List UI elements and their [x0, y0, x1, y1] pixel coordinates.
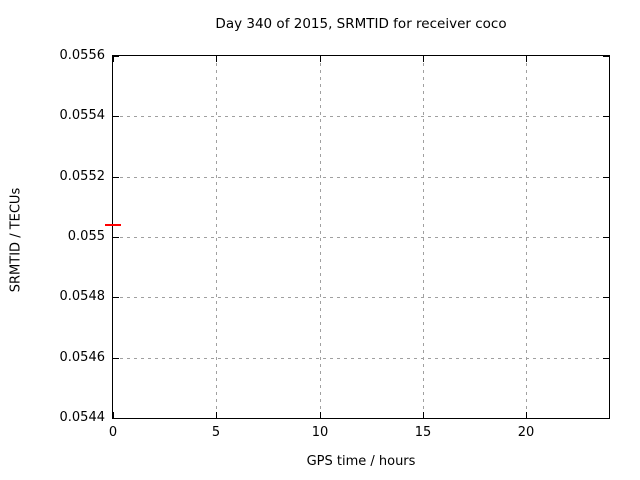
y-tick-label: 0.0552: [59, 169, 106, 184]
x-axis-tick-bottom: [320, 412, 321, 418]
data-point-marker: [105, 224, 121, 226]
y-axis-tick-right: [603, 418, 609, 419]
v-gridline: [423, 56, 424, 418]
h-gridline: [113, 237, 609, 238]
h-gridline: [113, 177, 609, 178]
y-axis-tick-right: [603, 358, 609, 359]
x-axis-label: GPS time / hours: [306, 454, 416, 469]
y-tick-label: 0.055: [67, 229, 105, 244]
x-axis-tick-bottom: [526, 412, 527, 418]
y-axis-tick-left: [113, 177, 119, 178]
y-axis-tick-right: [603, 297, 609, 298]
y-axis-tick-left: [113, 418, 119, 419]
y-axis-tick-left: [113, 297, 119, 298]
x-tick-label: 5: [211, 425, 221, 440]
x-axis-tick-top: [423, 56, 424, 62]
plot-border: [112, 55, 610, 419]
y-tick-label: 0.0554: [59, 108, 106, 123]
chart-title: Day 340 of 2015, SRMTID for receiver coc…: [215, 16, 507, 32]
x-axis-tick-bottom: [216, 412, 217, 418]
y-axis-tick-left: [113, 237, 119, 238]
y-axis-tick-right: [603, 56, 609, 57]
x-axis-tick-bottom: [113, 412, 114, 418]
y-tick-label: 0.0544: [59, 410, 106, 425]
h-gridline: [113, 297, 609, 298]
x-axis-tick-bottom: [423, 412, 424, 418]
y-tick-label: 0.0556: [59, 48, 106, 63]
y-axis-tick-left: [113, 116, 119, 117]
y-axis-tick-right: [603, 116, 609, 117]
v-gridline: [216, 56, 217, 418]
x-axis-tick-top: [113, 56, 114, 62]
x-tick-label: 15: [414, 425, 432, 440]
x-axis-tick-top: [526, 56, 527, 62]
y-axis-tick-right: [603, 237, 609, 238]
v-gridline: [526, 56, 527, 418]
x-tick-label: 0: [108, 425, 118, 440]
y-tick-label: 0.0546: [59, 350, 106, 365]
y-axis-tick-left: [113, 358, 119, 359]
h-gridline: [113, 358, 609, 359]
h-gridline: [113, 116, 609, 117]
x-tick-label: 10: [311, 425, 329, 440]
y-tick-label: 0.0548: [59, 289, 106, 304]
y-axis-tick-left: [113, 56, 119, 57]
x-axis-tick-top: [320, 56, 321, 62]
x-tick-label: 20: [517, 425, 535, 440]
x-axis-tick-top: [216, 56, 217, 62]
v-gridline: [320, 56, 321, 418]
y-axis-tick-right: [603, 177, 609, 178]
